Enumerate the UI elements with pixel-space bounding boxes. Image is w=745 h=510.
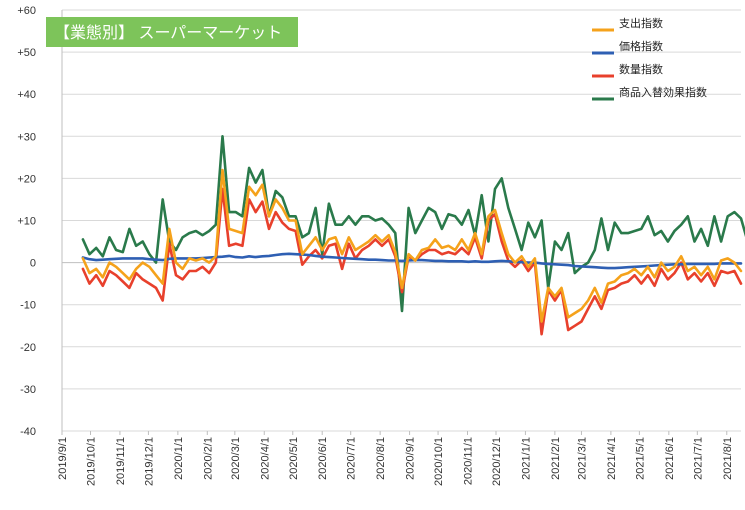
y-tick-label: -30 [20,384,36,396]
x-tick-label: 2020/2/1 [202,437,214,480]
x-tick-label: 2021/1/1 [520,437,532,480]
x-tick-label: 2021/6/1 [664,437,676,480]
x-tick-label: 2019/9/1 [57,437,69,480]
series-line-3 [81,135,745,313]
y-tick-label: -40 [20,426,36,438]
x-tick-label: 2020/12/1 [491,437,503,486]
x-tick-label: 2020/1/1 [173,437,185,480]
y-tick-label: +40 [17,89,36,101]
y-tick-label: +20 [17,173,36,185]
x-tick-label: 2020/9/1 [405,437,417,480]
x-tick-label: 2021/3/1 [576,437,588,480]
x-tick-label: 2020/4/1 [259,437,271,480]
chart-title: 【業態別】 スーパーマーケット [46,17,298,47]
legend-label: 数量指数 [619,62,663,76]
x-tick-label: 2020/7/1 [346,437,358,480]
legend-label: 商品入替効果指数 [619,85,707,99]
x-tick-label: 2020/3/1 [230,437,242,480]
x-tick-label: 2019/12/1 [143,437,155,486]
legend-label: 価格指数 [619,39,663,53]
y-tick-label: +10 [17,216,36,228]
x-tick-label: 2021/5/1 [634,437,646,480]
x-tick-label: 2020/11/1 [463,437,475,485]
x-tick-label: 2020/10/1 [433,437,445,486]
chart-title-text: 【業態別】 スーパーマーケット [54,24,282,42]
x-tick-label: 2020/6/1 [317,437,329,480]
x-tick-label: 2019/11/1 [115,437,127,485]
x-tick-label: 2019/10/1 [85,437,97,486]
x-tick-label: 2021/7/1 [692,437,704,480]
series-line-0 [81,168,743,323]
y-tick-label: 0 [30,258,36,270]
y-axis-ticks: -40 -30 -20 -10 0 +10 +20 +30 +40 +50 +60 [17,5,36,438]
x-tick-label: 2021/2/1 [550,437,562,480]
series-lines [81,135,745,336]
grid-lines [61,9,741,432]
chart-title-background [46,17,298,47]
y-tick-label: +50 [17,47,36,59]
x-tick-label: 2021/8/1 [722,437,734,480]
x-axis-ticks: 2019/9/1 2019/10/1 2019/11/1 2019/12/1 2020/… [57,431,734,486]
x-tick-label: 2020/5/1 [288,437,300,480]
y-tick-label: +60 [17,5,36,17]
x-tick-label: 2020/8/1 [375,437,387,480]
x-tick-label: 2021/4/1 [606,437,618,480]
legend-label: 支出指数 [619,16,663,30]
y-tick-label: +30 [17,131,36,143]
y-tick-label: -10 [20,300,36,312]
y-tick-label: -20 [20,342,36,354]
